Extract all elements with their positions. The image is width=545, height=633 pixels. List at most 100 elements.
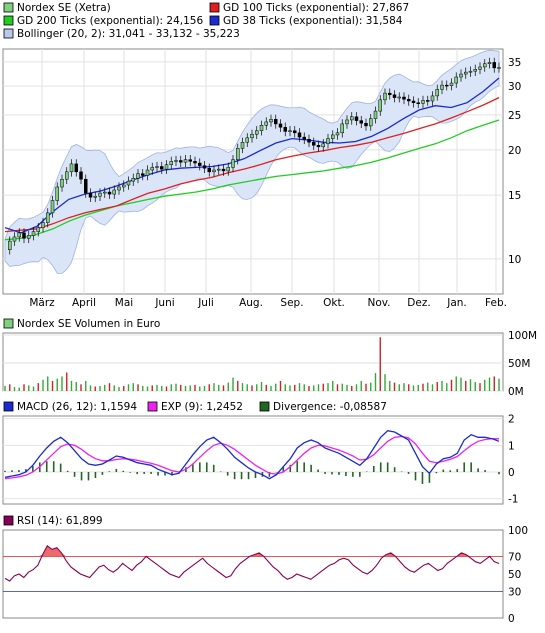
gd38-line xyxy=(4,77,500,234)
candle-body xyxy=(264,121,268,126)
rsi-y-tick: 0 xyxy=(508,613,515,625)
candle-body xyxy=(155,166,159,168)
price-x-tick: Juni xyxy=(154,297,174,309)
volume-bars xyxy=(4,337,500,391)
candle-body xyxy=(31,231,36,236)
gd200-line xyxy=(4,119,500,241)
legend-exp-swatch xyxy=(147,401,158,412)
candle-body xyxy=(22,232,26,239)
candle-body xyxy=(41,222,45,228)
candle-body xyxy=(98,192,102,197)
rsi-y-tick: 50 xyxy=(508,569,521,581)
legend-bollinger-swatch xyxy=(3,28,14,39)
candle-body xyxy=(340,123,344,134)
candle-body xyxy=(93,195,97,198)
candle-body xyxy=(160,166,164,170)
bollinger-band xyxy=(4,49,500,274)
candle-body xyxy=(55,186,59,201)
candle-body xyxy=(131,178,135,182)
price-y-tick: 15 xyxy=(508,190,521,202)
candle-body xyxy=(174,160,178,162)
price-y-tick: 20 xyxy=(508,145,521,157)
price-x-tick: Sep. xyxy=(280,297,303,309)
price-y-tick: 25 xyxy=(508,110,521,122)
legend-gd200-label: GD 200 Ticks (exponential): 24,156 xyxy=(17,15,203,27)
candle-body xyxy=(326,138,330,145)
candle-body xyxy=(74,163,78,173)
candle-body xyxy=(103,191,107,194)
candle-body xyxy=(202,165,207,169)
legend-gd38-label: GD 38 Ticks (exponential): 31,584 xyxy=(223,15,403,27)
price-legend: Nordex SE (Xetra) GD 100 Ticks (exponenti… xyxy=(3,2,409,40)
candle-body xyxy=(468,70,473,73)
candle-body xyxy=(369,118,373,127)
legend-nordex-label: Nordex SE (Xetra) xyxy=(17,2,111,14)
candle-body xyxy=(288,130,292,132)
candle-body xyxy=(12,236,17,242)
volume-y-tick: 100M xyxy=(508,330,537,342)
macd-y-tick: 0 xyxy=(508,467,515,479)
candle-body xyxy=(240,142,245,149)
candle-body xyxy=(183,159,188,163)
candle-body xyxy=(226,167,230,172)
candle-body xyxy=(259,124,264,131)
price-lines xyxy=(4,57,501,255)
candle-body xyxy=(112,189,116,195)
candle-body xyxy=(497,67,501,69)
candle-body xyxy=(117,186,121,191)
candle-body xyxy=(354,116,359,121)
legend-divergence-label: Divergence: -0,08587 xyxy=(273,401,387,413)
legend-rsi-label: RSI (14): 61,899 xyxy=(17,515,103,527)
candle-body xyxy=(487,62,492,64)
candle-body xyxy=(65,171,69,180)
legend-rsi-swatch xyxy=(3,515,14,526)
bollinger-band-area xyxy=(4,49,500,274)
candle-body xyxy=(492,62,496,69)
candle-body xyxy=(359,120,363,124)
candle-body xyxy=(402,96,406,100)
candle-body xyxy=(364,122,368,127)
candle-body xyxy=(164,164,169,170)
rsi-y-axis: 100 70 50 30 0 xyxy=(508,525,528,625)
macd-lines xyxy=(4,429,500,480)
price-x-tick: Mai xyxy=(115,297,133,309)
macd-y-tick: 1 xyxy=(508,440,515,452)
rsi-overbought-area xyxy=(5,545,499,557)
legend-gd200-swatch xyxy=(3,15,14,26)
candle-body xyxy=(445,84,449,87)
candle-body xyxy=(293,130,297,134)
macd-y-tick: -1 xyxy=(508,494,518,506)
rsi-lines xyxy=(3,544,503,592)
candle-body xyxy=(478,66,482,70)
macd-y-tick: 2 xyxy=(508,414,515,426)
candle-body xyxy=(283,127,287,132)
candle-body xyxy=(440,84,444,90)
volume-legend: Nordex SE Volumen in Euro xyxy=(3,318,160,330)
candle-body xyxy=(255,130,259,135)
price-x-axis: März April Mai Juni Juli Aug. Sep. Okt. Nov. Dez.… xyxy=(29,297,507,309)
legend-divergence-swatch xyxy=(259,401,270,412)
legend-macd-label: MACD (26, 12): 1,1594 xyxy=(17,401,137,413)
price-x-tick: April xyxy=(72,297,96,309)
candle-body xyxy=(169,161,173,166)
gd100-line xyxy=(4,97,500,233)
macd-line xyxy=(4,429,500,480)
legend-nordex-swatch xyxy=(3,2,14,13)
macd-legend: MACD (26, 12): 1,1594 EXP (9): 1,2452 Dive… xyxy=(3,401,387,413)
candle-body xyxy=(60,178,64,188)
price-x-tick: Okt. xyxy=(323,297,345,309)
volume-y-axis: 100M 50M 0M xyxy=(508,330,537,398)
candle-body xyxy=(188,159,192,162)
price-x-tick: Dez. xyxy=(407,297,430,309)
exp-signal-line xyxy=(4,435,500,480)
rsi-legend: RSI (14): 61,899 xyxy=(3,515,103,527)
candle-body xyxy=(426,100,430,102)
candle-body xyxy=(212,169,216,173)
legend-exp-label: EXP (9): 1,2452 xyxy=(161,401,243,413)
candle-body xyxy=(145,169,150,176)
candle-body xyxy=(397,96,401,99)
candle-body xyxy=(473,69,477,72)
candle-body xyxy=(483,63,487,68)
candle-body xyxy=(316,145,321,148)
